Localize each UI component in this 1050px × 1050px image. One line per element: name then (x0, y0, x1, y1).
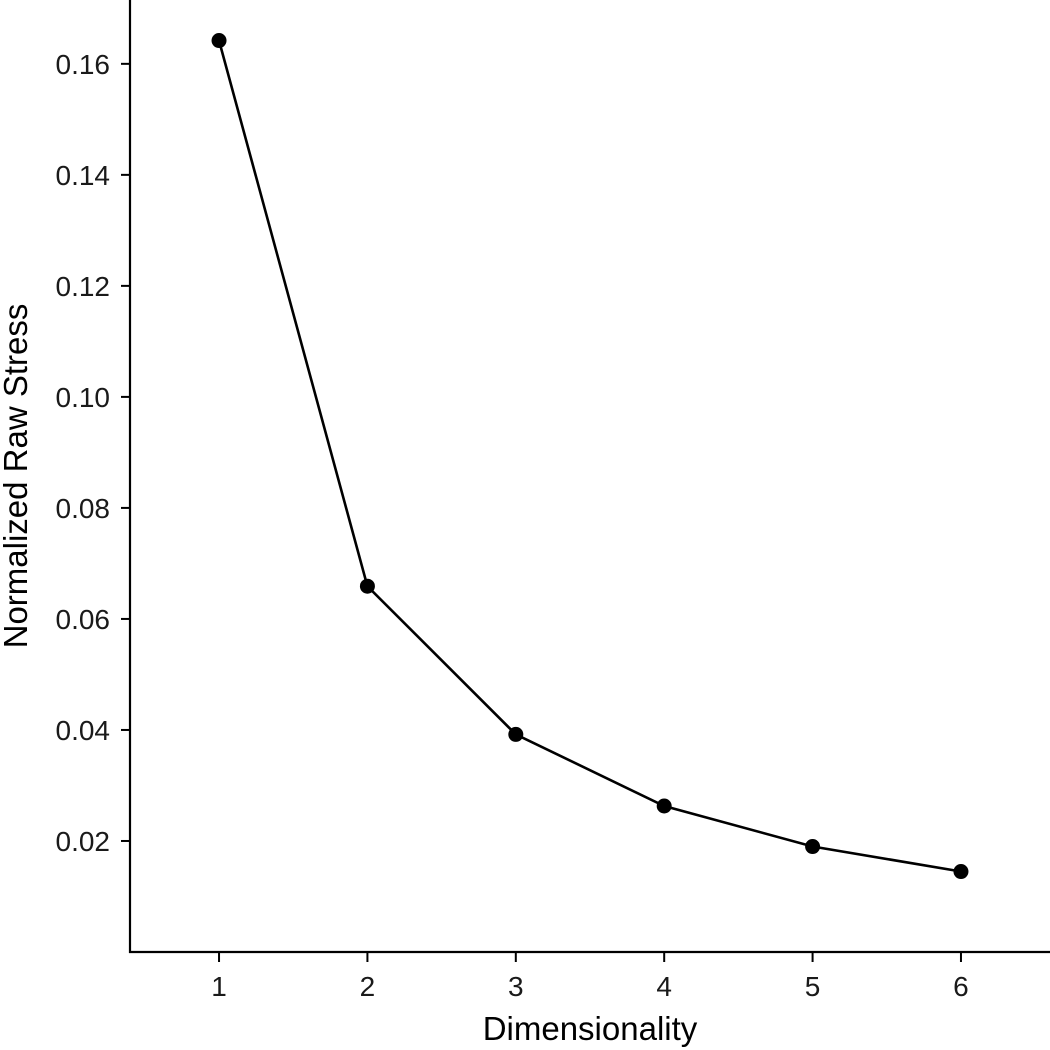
series-stress (211, 33, 969, 880)
y-tick-label: 0.16 (56, 49, 111, 80)
y-axis-title: Normalized Raw Stress (0, 304, 34, 649)
x-axis-ticks: 1 2 3 4 5 6 (211, 952, 969, 1002)
y-tick-label: 0.14 (56, 160, 111, 191)
series-line (217, 40, 962, 873)
x-tick-label: 6 (953, 971, 969, 1002)
y-tick-label: 0.10 (56, 382, 111, 413)
y-tick-label: 0.02 (56, 826, 111, 857)
y-tick-label: 0.06 (56, 604, 111, 635)
data-point (508, 726, 524, 742)
x-tick-label: 1 (211, 971, 227, 1002)
plot-area (128, 0, 1050, 954)
data-point (656, 798, 672, 814)
x-tick-label: 5 (805, 971, 821, 1002)
data-point (953, 864, 969, 880)
y-tick-label: 0.08 (56, 493, 111, 524)
y-tick-label: 0.04 (56, 715, 111, 746)
x-tick-label: 3 (508, 971, 524, 1002)
y-tick-label: 0.12 (56, 271, 111, 302)
x-axis-title: Dimensionality (483, 1010, 698, 1047)
data-point (359, 578, 375, 594)
data-point (211, 33, 227, 49)
x-tick-label: 4 (656, 971, 672, 1002)
x-tick-label: 2 (360, 971, 376, 1002)
y-axis-ticks: 0.02 0.04 0.06 0.08 0.10 0.12 0.14 0.16 (56, 49, 130, 857)
data-point (805, 839, 821, 855)
